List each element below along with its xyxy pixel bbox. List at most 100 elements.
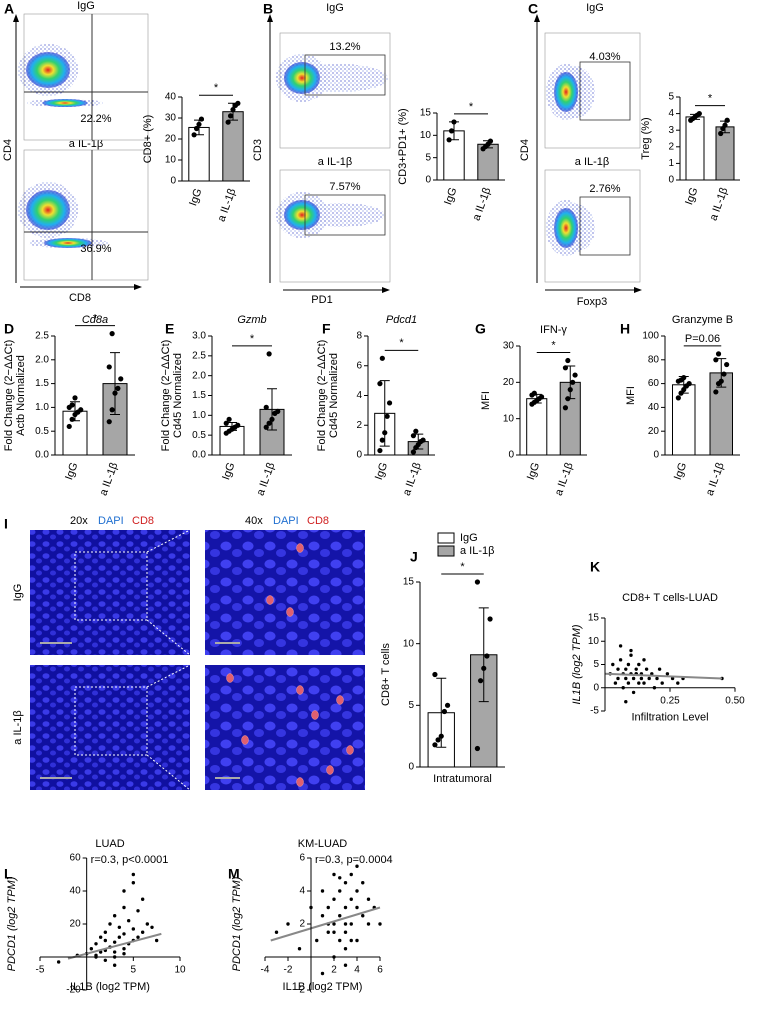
y-tick-label: 0 — [508, 450, 514, 461]
data-point — [94, 942, 98, 946]
y-tick-label: 10 — [503, 413, 515, 424]
y-axis-label: Fold Change (2−ΔΔCt) — [160, 340, 172, 452]
error-bar — [110, 352, 120, 416]
annotation: r=0.3, p=0.0004 — [315, 854, 393, 866]
plot-title: IgG — [586, 2, 604, 14]
data-point — [106, 419, 112, 425]
arrow-head — [134, 284, 142, 290]
data-point — [618, 644, 623, 648]
significance: P=0.06 — [685, 333, 720, 345]
y-tick-label: 0.5 — [192, 430, 206, 441]
data-point — [226, 416, 232, 422]
y-tick-label: 5 — [425, 152, 431, 163]
x-tick-label: 5 — [131, 965, 137, 976]
data-point — [386, 400, 393, 406]
y-tick-label: 0.5 — [35, 426, 49, 437]
x-axis-label: PD1 — [311, 294, 332, 306]
panel-letter: G — [475, 321, 486, 337]
data-point — [616, 667, 620, 671]
flow-density — [284, 200, 320, 230]
data-point — [629, 648, 633, 653]
x-tick-label: -2 — [284, 965, 293, 976]
data-point — [131, 872, 136, 877]
data-point — [136, 909, 140, 913]
chart-title: LUAD — [95, 838, 124, 850]
cd8-cell — [266, 595, 274, 605]
data-point — [122, 952, 126, 956]
zoom-box — [74, 551, 148, 621]
data-point — [379, 355, 385, 361]
flow-density — [554, 208, 578, 248]
data-point — [198, 116, 205, 122]
data-point — [724, 361, 730, 368]
zoom-line — [146, 664, 191, 688]
y-tick-label: 1.0 — [192, 410, 206, 421]
data-point — [150, 925, 154, 929]
x-tick-label: IgG — [220, 461, 237, 482]
data-point — [196, 121, 202, 127]
y-tick-label: -2 — [296, 985, 305, 996]
zoom-line — [146, 619, 191, 656]
legend-swatch — [437, 532, 455, 544]
data-point — [332, 922, 336, 926]
data-point — [446, 137, 452, 143]
data-point — [531, 390, 537, 396]
data-point — [624, 667, 628, 671]
data-point — [112, 914, 117, 918]
significance: * — [469, 101, 474, 113]
flow-density — [42, 99, 88, 107]
data-point — [131, 881, 136, 885]
y-tick-label: 20 — [165, 134, 177, 145]
data-point — [112, 963, 117, 967]
x-tick-label: 6 — [377, 965, 383, 976]
data-point — [665, 672, 670, 676]
chart-title: IFN-γ — [540, 324, 567, 336]
image-header: CD8 — [132, 515, 154, 527]
y-axis-label: PDCD1 (log2 TPM) — [6, 876, 18, 971]
panel-letter: D — [4, 321, 14, 337]
x-tick-label: IgG — [442, 186, 459, 207]
legend-label: IgG — [460, 532, 478, 544]
data-point — [366, 897, 371, 901]
data-point — [191, 132, 197, 138]
x-tick-label: a IL-1β — [401, 461, 424, 497]
panel-letter: I — [4, 516, 8, 532]
flow-density — [44, 238, 92, 248]
gate-percent: 13.2% — [329, 41, 360, 53]
significance: * — [214, 82, 219, 94]
y-tick-label: 4 — [356, 390, 362, 401]
panel-letter: F — [322, 321, 331, 337]
data-point — [343, 905, 348, 910]
arrow-head — [634, 287, 642, 293]
y-axis-label: Cd45 Normalized — [328, 353, 340, 438]
panel-letter: L — [4, 866, 13, 882]
data-point — [676, 681, 680, 685]
x-tick-label: a IL-1β — [470, 186, 493, 222]
x-tick-label: a IL-1β — [704, 461, 727, 497]
data-point — [103, 930, 108, 934]
y-tick-label: 40 — [165, 92, 177, 103]
panel-letter: H — [620, 321, 630, 337]
y-tick-label: 1.5 — [192, 390, 206, 401]
cd8-cell — [336, 695, 344, 705]
data-point — [349, 922, 353, 926]
y-tick-label: 2.0 — [192, 370, 206, 381]
y-axis-label: PDCD1 (log2 TPM) — [231, 876, 243, 971]
zoom-line — [146, 529, 191, 553]
data-point — [98, 935, 103, 939]
y-tick-label: 3 — [668, 125, 674, 136]
data-point — [332, 930, 336, 934]
data-point — [275, 408, 281, 414]
gate-percent: 36.9% — [80, 243, 111, 255]
data-point — [72, 395, 78, 401]
data-point — [115, 385, 121, 391]
micrograph — [205, 665, 365, 790]
x-tick-label: IgG — [373, 461, 390, 482]
data-point — [326, 905, 330, 910]
data-point — [297, 947, 302, 951]
y-tick-label: 4 — [668, 108, 674, 119]
legend-swatch — [437, 545, 455, 557]
data-point — [122, 905, 126, 910]
y-tick-label: 5 — [593, 659, 599, 670]
y-tick-label: 15 — [420, 108, 432, 119]
